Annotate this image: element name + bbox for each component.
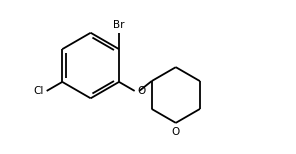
Text: Cl: Cl [34, 86, 44, 96]
Text: O: O [137, 86, 146, 96]
Text: O: O [172, 127, 180, 137]
Text: Br: Br [113, 20, 125, 30]
